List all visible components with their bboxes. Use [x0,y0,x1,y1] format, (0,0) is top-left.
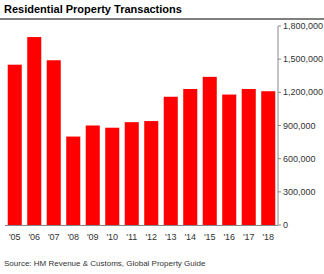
bar [144,121,158,225]
bar [125,122,139,225]
y-tick-label: 1,200,000 [283,87,323,97]
x-tick-label: '06 [28,232,40,242]
x-tick-label: '18 [262,232,274,242]
title: Residential Property Transactions [4,3,182,15]
bar [27,37,41,225]
x-axis [5,225,278,226]
x-tick-label: '11 [126,232,137,242]
x-tick-label: '14 [184,232,196,242]
x-tick-label: '12 [145,232,157,242]
bar [164,97,178,225]
y-axis [278,26,279,225]
bar [105,128,119,225]
x-tick-label: '17 [243,232,255,242]
x-tick-label: '15 [204,232,216,242]
chart: Residential Property Transactions 0 300,00… [0,0,324,274]
x-tick-label: '09 [87,232,99,242]
y-tick-label: 300,000 [283,187,316,197]
bar [47,60,61,225]
bar [242,89,256,225]
bar [222,95,236,225]
bar [66,137,80,225]
x-tick-label: '05 [9,232,21,242]
title-rule [0,19,324,20]
y-tick-label: 1,500,000 [283,54,323,64]
bar [86,126,100,226]
bar [203,77,217,225]
x-tick-label: '16 [223,232,235,242]
bar [183,89,197,225]
x-tick-label: '13 [165,232,177,242]
source: Source: HM Revenue & Customs, Global Pro… [4,259,206,268]
x-tick-label: '10 [106,232,118,242]
bars [8,37,276,225]
y-tick-label: 900,000 [283,121,316,131]
bar [261,91,275,225]
y-tick-label: 600,000 [283,154,316,164]
bar [8,65,22,225]
x-tick-label: '08 [67,232,79,242]
x-tick-label: '07 [48,232,60,242]
y-tick-label: 0 [283,220,288,230]
y-tick-label: 1,800,000 [283,21,323,31]
